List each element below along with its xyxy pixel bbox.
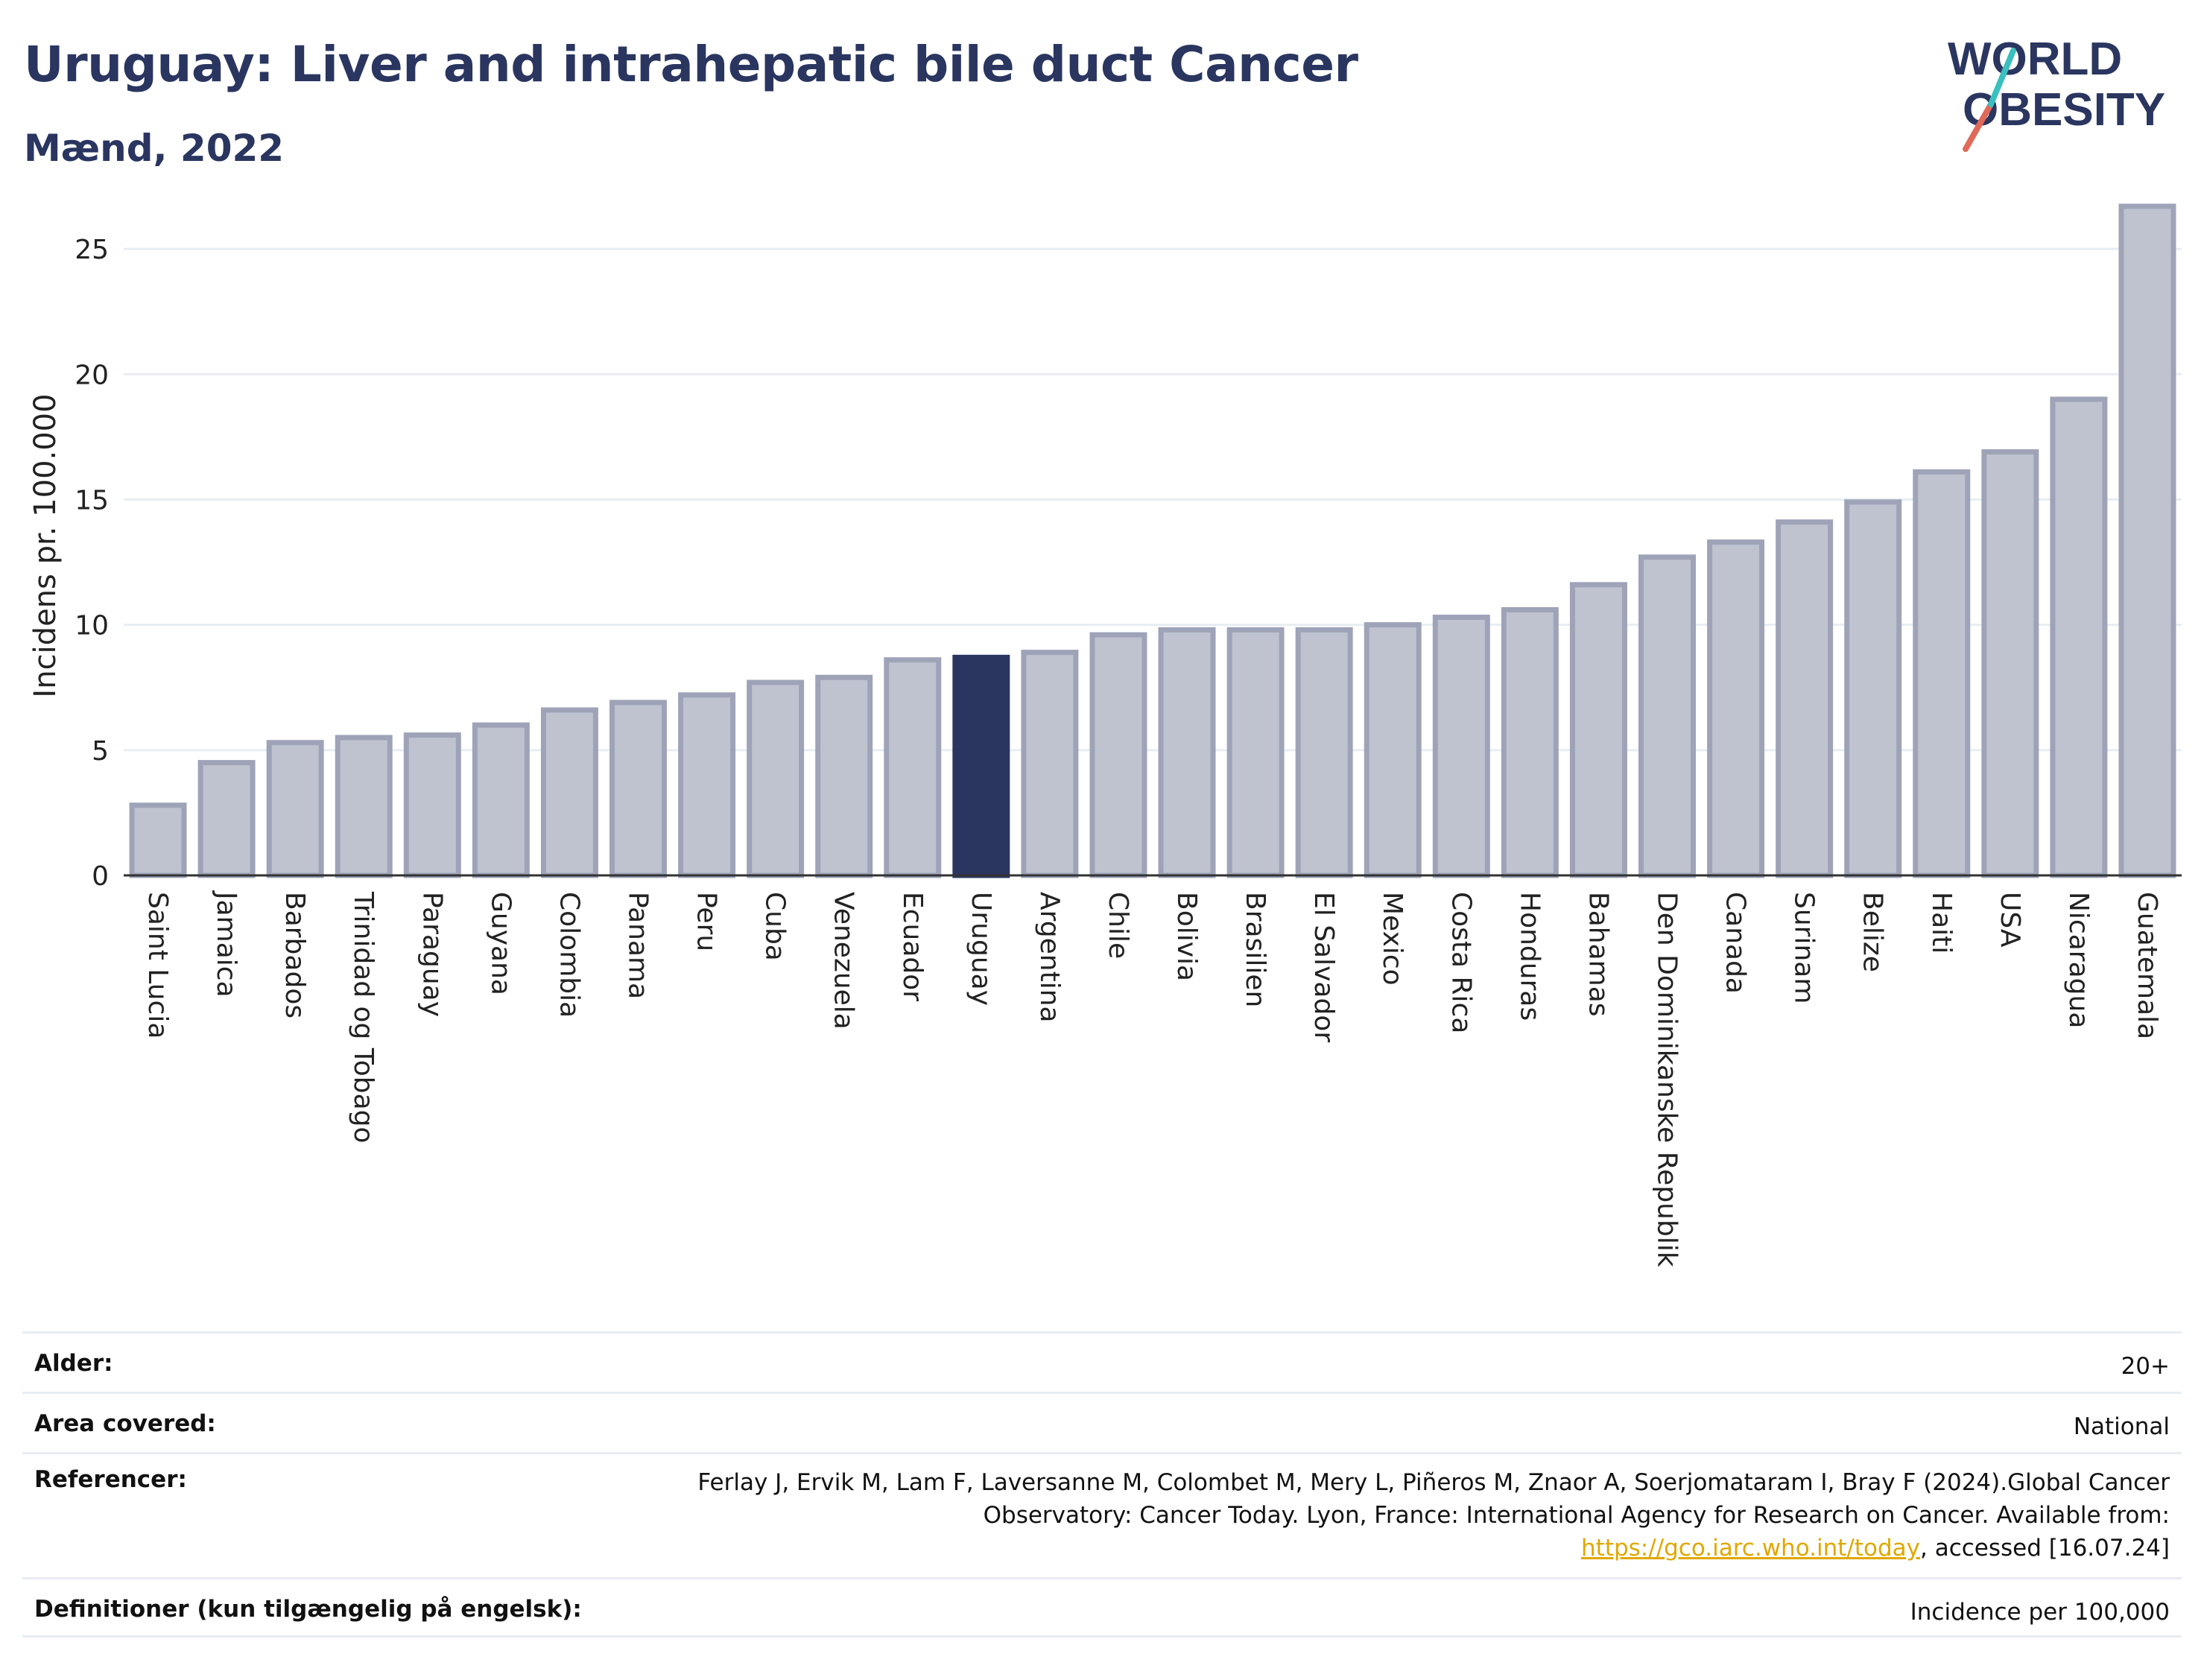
bar [472,722,530,878]
x-tick-label: Jamaica [211,890,241,998]
meta-row-references: Referencer: Ferlay J, Ervik M, Lam F, La… [22,1452,2182,1577]
area-value: National [2073,1413,2170,1440]
references-text: Ferlay J, Ervik M, Lam F, Laversanne M, … [697,1469,2170,1529]
bar [1776,519,1834,878]
references-value: Ferlay J, Ervik M, Lam F, Laversanne M, … [665,1466,2170,1565]
x-tick-label: Surinam [1789,892,1820,1004]
x-tick-label: Chile [1103,892,1133,959]
y-tick-label: 20 [75,360,109,390]
x-tick-label: Canada [1720,892,1751,994]
x-tick-label: Panama [623,892,653,999]
x-tick-label: Belize [1858,892,1888,972]
bar [1844,499,1902,878]
x-tick-label: Uruguay [966,892,996,1006]
x-tick-label: Peru [691,892,722,951]
bar [1501,606,1559,878]
x-tick-label: Bolivia [1171,892,1202,981]
bar [1432,615,1490,878]
x-tick-label: Haiti [1926,892,1957,954]
bar [2050,396,2108,878]
chart-title: Uruguay: Liver and intrahepatic bile duc… [24,36,1358,93]
x-tick-label: Nicaragua [2063,892,2094,1028]
bar [815,674,873,878]
bar [609,700,667,878]
x-tick-label: Colombia [554,892,584,1018]
bar [1021,650,1079,878]
x-tick-label: Mexico [1377,892,1407,986]
bar [1569,582,1627,878]
age-label: Alder: [34,1350,113,1377]
definitions-label: Definitioner (kun tilgængelig på engelsk… [34,1596,582,1623]
x-tick-label: USA [1995,892,2025,948]
y-axis-title: Incidens pr. 100.000 [28,393,63,697]
x-tick-label: Saint Lucia [142,892,173,1039]
logo-slash-teal [1988,48,2016,107]
bar [266,740,324,878]
bar-highlight [952,654,1010,878]
x-tick-label: El Salvador [1308,892,1339,1042]
meta-row-definitions: Definitioner (kun tilgængelig på engelsk… [22,1577,2182,1638]
x-tick-label: Bahamas [1583,892,1613,1017]
bar [678,692,736,878]
world-obesity-logo: WORLD OBESITY [1948,34,2165,152]
x-tick-label: Argentina [1034,892,1065,1023]
y-tick-label: 0 [92,861,109,892]
bar [1638,554,1696,878]
bar [1981,449,2039,878]
bar [129,802,187,878]
area-label: Area covered: [34,1410,216,1437]
x-tick-label: Venezuela [829,892,859,1030]
metadata-table: Alder: 20+ Area covered: National Refere… [22,1331,2182,1638]
bar [884,657,942,878]
x-tick-label: Barbados [279,892,310,1018]
definitions-value: Incidence per 100,000 [1910,1599,2170,1626]
x-tick-label: Guyana [485,892,516,995]
bar [1089,632,1147,878]
references-link[interactable]: https://gco.iarc.who.int/today [1581,1535,1920,1562]
bar [1158,627,1216,878]
x-tick-label: Trinidad og Tobago [348,891,379,1144]
bar [2118,203,2176,878]
x-tick-label: Costa Rica [1445,892,1476,1033]
bar [1226,627,1285,878]
references-label: Referencer: [34,1466,187,1493]
bar [335,735,393,878]
x-tick-label: Den Dominikanske Republik [1652,892,1682,1267]
x-tick-label: Cuba [760,892,791,961]
references-accessed: , accessed [16.07.24] [1919,1535,2170,1562]
x-tick-label: Guatemala [2132,892,2162,1039]
meta-row-area: Area covered: National [22,1392,2182,1452]
bar [1295,627,1353,878]
meta-row-age: Alder: 20+ [22,1331,2182,1392]
bar [747,679,805,878]
x-tick-label: Honduras [1514,892,1545,1021]
x-tick-label: Ecuador [897,892,928,1001]
bar [1913,469,1971,878]
x-tick-label: Paraguay [417,892,447,1017]
bar [403,732,461,878]
bar-chart: 0 5 10 15 20 25 Incidens pr. 100.000 Saint Luci… [28,203,2182,1267]
bar [197,760,256,878]
x-tick-label: Brasilien [1240,892,1270,1007]
chart-subtitle: Mænd, 2022 [24,127,285,170]
bar [1364,622,1422,878]
logo-line-1: WORLD [1948,34,2122,85]
y-tick-label: 5 [92,736,109,767]
bar [540,707,598,878]
y-tick-label: 15 [75,485,109,516]
y-tick-label: 10 [75,611,109,641]
bar [1707,539,1765,878]
logo-slash-red [1963,101,1994,152]
y-tick-label: 25 [75,235,109,265]
age-value: 20+ [2121,1353,2170,1380]
